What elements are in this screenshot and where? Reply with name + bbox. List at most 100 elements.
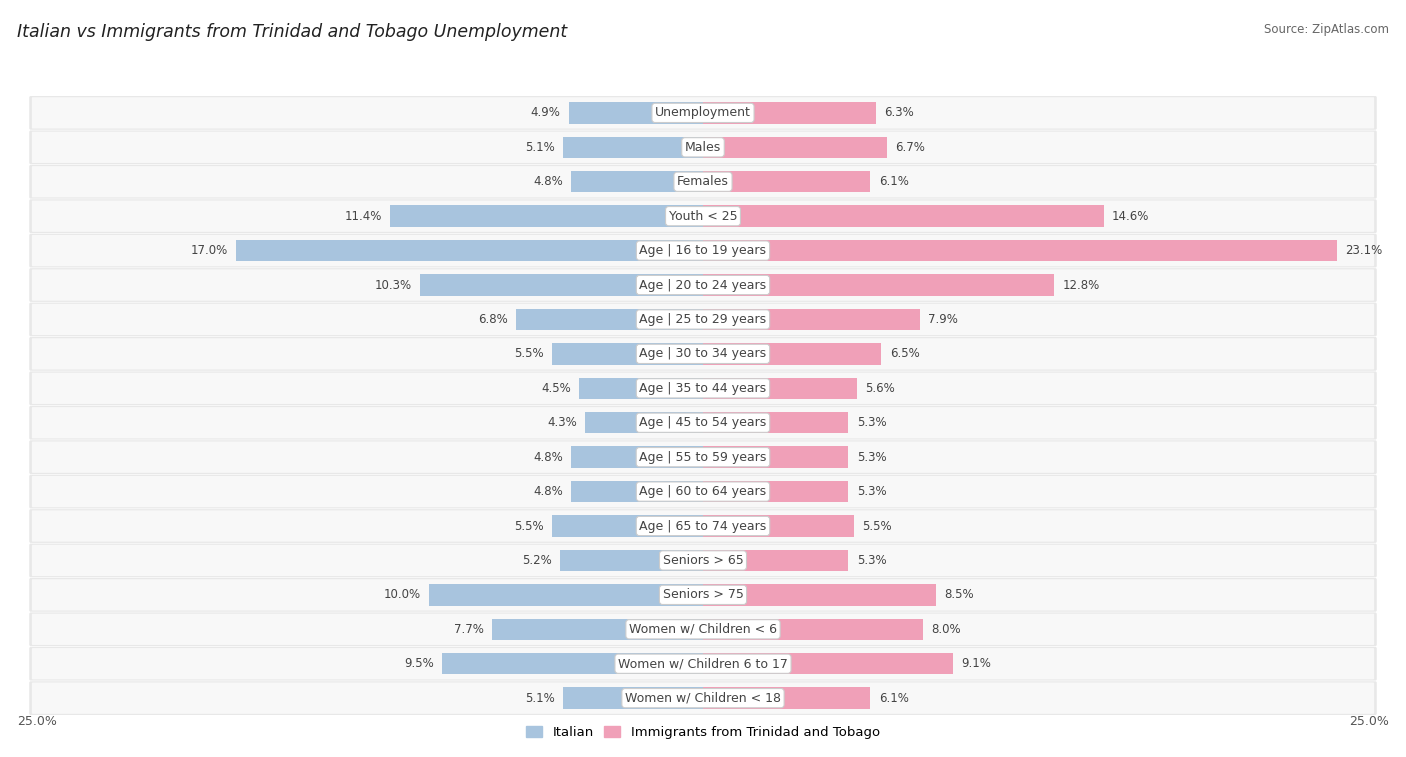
FancyBboxPatch shape [30,681,1376,715]
FancyBboxPatch shape [32,683,1374,714]
Bar [568,102,703,123]
FancyBboxPatch shape [30,96,1376,129]
Text: Women w/ Children 6 to 17: Women w/ Children 6 to 17 [619,657,787,670]
Legend: Italian, Immigrants from Trinidad and Tobago: Italian, Immigrants from Trinidad and To… [520,721,886,744]
Text: Age | 60 to 64 years: Age | 60 to 64 years [640,485,766,498]
Text: Age | 16 to 19 years: Age | 16 to 19 years [640,244,766,257]
Bar [703,550,848,571]
FancyBboxPatch shape [30,268,1376,302]
Bar [585,412,703,434]
FancyBboxPatch shape [32,407,1374,438]
FancyBboxPatch shape [30,234,1376,267]
Text: 11.4%: 11.4% [344,210,382,223]
Text: Females: Females [678,175,728,188]
Bar [703,653,953,674]
Bar [703,378,856,399]
FancyBboxPatch shape [32,614,1374,645]
FancyBboxPatch shape [32,201,1374,232]
Text: 4.9%: 4.9% [530,107,560,120]
Text: Age | 30 to 34 years: Age | 30 to 34 years [640,347,766,360]
FancyBboxPatch shape [30,337,1376,371]
Text: 5.5%: 5.5% [862,519,891,532]
Bar [703,205,1104,227]
FancyBboxPatch shape [30,475,1376,509]
Bar [703,687,870,709]
FancyBboxPatch shape [30,130,1376,164]
Bar [562,687,703,709]
FancyBboxPatch shape [32,235,1374,266]
Bar [703,412,848,434]
FancyBboxPatch shape [32,510,1374,542]
Bar [703,584,936,606]
Text: 5.3%: 5.3% [856,554,886,567]
Text: Women w/ Children < 6: Women w/ Children < 6 [628,623,778,636]
FancyBboxPatch shape [30,372,1376,405]
Text: 6.7%: 6.7% [896,141,925,154]
Bar [571,171,703,192]
Bar [553,516,703,537]
Text: Age | 45 to 54 years: Age | 45 to 54 years [640,416,766,429]
Text: Age | 65 to 74 years: Age | 65 to 74 years [640,519,766,532]
Text: 5.6%: 5.6% [865,382,894,395]
FancyBboxPatch shape [32,97,1374,129]
FancyBboxPatch shape [32,441,1374,473]
Text: Seniors > 75: Seniors > 75 [662,588,744,601]
Text: Age | 25 to 29 years: Age | 25 to 29 years [640,313,766,326]
Text: 7.9%: 7.9% [928,313,957,326]
Text: 8.0%: 8.0% [931,623,960,636]
Text: 25.0%: 25.0% [17,715,56,728]
Text: 9.1%: 9.1% [960,657,991,670]
Text: 7.7%: 7.7% [454,623,484,636]
FancyBboxPatch shape [30,303,1376,336]
Text: 4.5%: 4.5% [541,382,571,395]
Text: 5.3%: 5.3% [856,450,886,463]
Text: 4.3%: 4.3% [547,416,576,429]
FancyBboxPatch shape [32,269,1374,301]
Text: 5.3%: 5.3% [856,416,886,429]
Text: Italian vs Immigrants from Trinidad and Tobago Unemployment: Italian vs Immigrants from Trinidad and … [17,23,567,41]
FancyBboxPatch shape [30,165,1376,198]
FancyBboxPatch shape [30,441,1376,474]
Text: 14.6%: 14.6% [1112,210,1149,223]
Text: Women w/ Children < 18: Women w/ Children < 18 [626,692,780,705]
Text: 6.1%: 6.1% [879,692,908,705]
FancyBboxPatch shape [30,406,1376,440]
Bar [389,205,703,227]
Bar [562,137,703,158]
Text: 12.8%: 12.8% [1063,279,1099,291]
Text: 17.0%: 17.0% [191,244,228,257]
Bar [703,618,922,640]
FancyBboxPatch shape [32,476,1374,507]
Text: 4.8%: 4.8% [533,485,562,498]
FancyBboxPatch shape [32,132,1374,163]
Text: 10.3%: 10.3% [375,279,412,291]
FancyBboxPatch shape [32,372,1374,404]
Bar [492,618,703,640]
Bar [571,447,703,468]
Bar [703,102,876,123]
FancyBboxPatch shape [30,612,1376,646]
Bar [703,447,848,468]
Bar [420,274,703,296]
Text: 5.5%: 5.5% [515,347,544,360]
Text: 5.2%: 5.2% [522,554,553,567]
Text: 6.8%: 6.8% [478,313,508,326]
FancyBboxPatch shape [30,509,1376,543]
Text: Age | 20 to 24 years: Age | 20 to 24 years [640,279,766,291]
Text: 10.0%: 10.0% [384,588,420,601]
Text: Unemployment: Unemployment [655,107,751,120]
Bar [703,137,887,158]
Text: 6.1%: 6.1% [879,175,908,188]
Bar [703,309,920,330]
FancyBboxPatch shape [32,338,1374,369]
Text: 4.8%: 4.8% [533,175,562,188]
Text: 6.3%: 6.3% [884,107,914,120]
Text: Age | 35 to 44 years: Age | 35 to 44 years [640,382,766,395]
Text: 23.1%: 23.1% [1346,244,1382,257]
FancyBboxPatch shape [30,544,1376,578]
Bar [553,343,703,365]
FancyBboxPatch shape [32,166,1374,198]
Text: Seniors > 65: Seniors > 65 [662,554,744,567]
Bar [571,481,703,502]
Text: 9.5%: 9.5% [405,657,434,670]
